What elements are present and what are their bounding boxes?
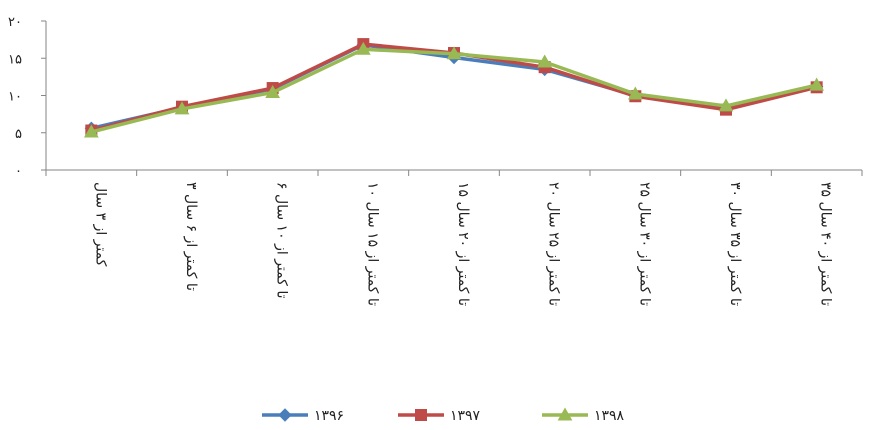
data-point [537, 54, 553, 68]
plot-area [83, 38, 825, 138]
y-tick-label: ۵ [15, 127, 22, 142]
y-tick-label: ۲۰ [8, 15, 22, 30]
series-3 [83, 41, 825, 138]
x-tick-label: ۶ تا کمتر از ۱۰ سال [274, 182, 290, 299]
data-point [446, 46, 462, 60]
x-tick-label: ۳ تا کمتر از ۶ سال [183, 182, 199, 291]
legend-label: ۱۳۹۷ [450, 408, 481, 424]
y-tick-label: ۰ [15, 164, 22, 179]
data-point [718, 98, 734, 112]
data-point [174, 101, 190, 115]
data-point [809, 77, 825, 91]
data-point [355, 41, 371, 55]
y-axis-ticks: ۰ ۵ ۱۰ ۱۵ ۲۰ [8, 15, 46, 179]
legend-marker [278, 408, 292, 422]
data-point [627, 86, 643, 100]
legend-label: ۱۳۹۶ [314, 408, 344, 424]
x-tick-label: ۳۰ تا کمتر از ۳۵ سال [727, 182, 743, 306]
x-tick-label: ۱۰ تا کمتر از ۱۵ سال [364, 182, 380, 306]
data-point [83, 124, 99, 138]
legend-marker [415, 409, 427, 421]
legend-item: ۱۳۹۸ [542, 407, 625, 424]
y-tick-label: ۱۵ [8, 52, 22, 67]
legend-label: ۱۳۹۸ [594, 408, 625, 424]
x-tick-label: ۲۵ تا کمتر از ۳۰ سال [636, 182, 652, 306]
x-tick-label: ۲۰ تا کمتر از ۲۵ سال [546, 182, 562, 306]
data-point [265, 85, 281, 99]
x-tick-label: کمتر از ۳ سال [92, 182, 108, 267]
x-axis-ticks: کمتر از ۳ سال ۳ تا کمتر از ۶ سال ۶ تا کمتر… [45, 170, 863, 306]
x-tick-label: ۳۵ تا کمتر از ۴۰ سال [818, 182, 834, 306]
legend-marker [557, 407, 573, 421]
legend-item: ۱۳۹۷ [398, 408, 481, 424]
x-tick-label: ۱۵ تا کمتر از ۲۰ سال [455, 182, 471, 306]
legend-item: ۱۳۹۶ [262, 408, 344, 424]
legend: ۱۳۹۶ ۱۳۹۷ ۱۳۹۸ [262, 407, 625, 424]
chart-axes [45, 21, 862, 171]
y-tick-label: ۱۰ [8, 90, 22, 105]
